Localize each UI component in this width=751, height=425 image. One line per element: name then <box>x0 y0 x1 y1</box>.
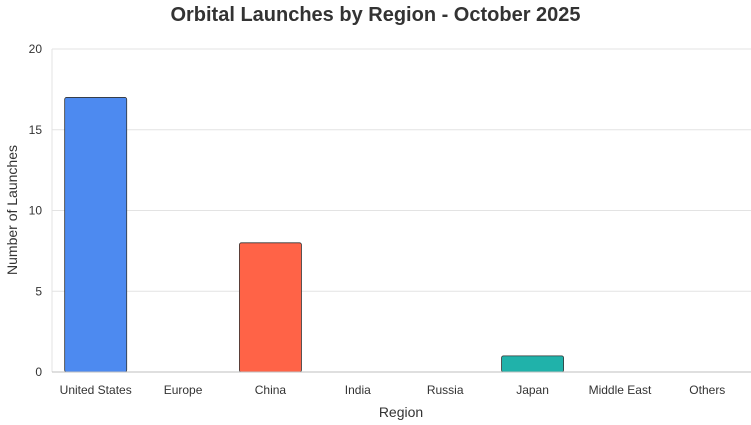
x-tick-label: Japan <box>516 383 549 397</box>
y-tick-label: 15 <box>29 123 43 137</box>
bar[interactable] <box>239 242 302 373</box>
y-tick-label: 0 <box>35 365 42 379</box>
bar[interactable] <box>501 355 564 373</box>
y-tick-label: 20 <box>29 42 43 56</box>
bars <box>64 97 564 373</box>
x-axis-title: Region <box>379 404 423 420</box>
gridlines <box>52 48 751 292</box>
axis-labels: Region Number of Launches <box>4 145 423 420</box>
x-tick-label: India <box>345 383 371 397</box>
axes: 0 5 10 15 20 United States Europe China India Rus… <box>29 42 751 397</box>
chart-title: Orbital Launches by Region - October 202… <box>170 4 581 26</box>
x-tick-label: United States <box>60 383 132 397</box>
x-tick-label: Middle East <box>589 383 652 397</box>
y-tick-label: 10 <box>29 204 43 218</box>
bar[interactable] <box>64 97 128 373</box>
x-tick-label: Europe <box>164 383 203 397</box>
y-tick-label: 5 <box>35 284 42 298</box>
y-axis-title: Number of Launches <box>4 145 20 275</box>
x-tick-label: Others <box>689 383 725 397</box>
x-tick-label: Russia <box>427 383 464 397</box>
x-tick-label: China <box>255 383 287 397</box>
